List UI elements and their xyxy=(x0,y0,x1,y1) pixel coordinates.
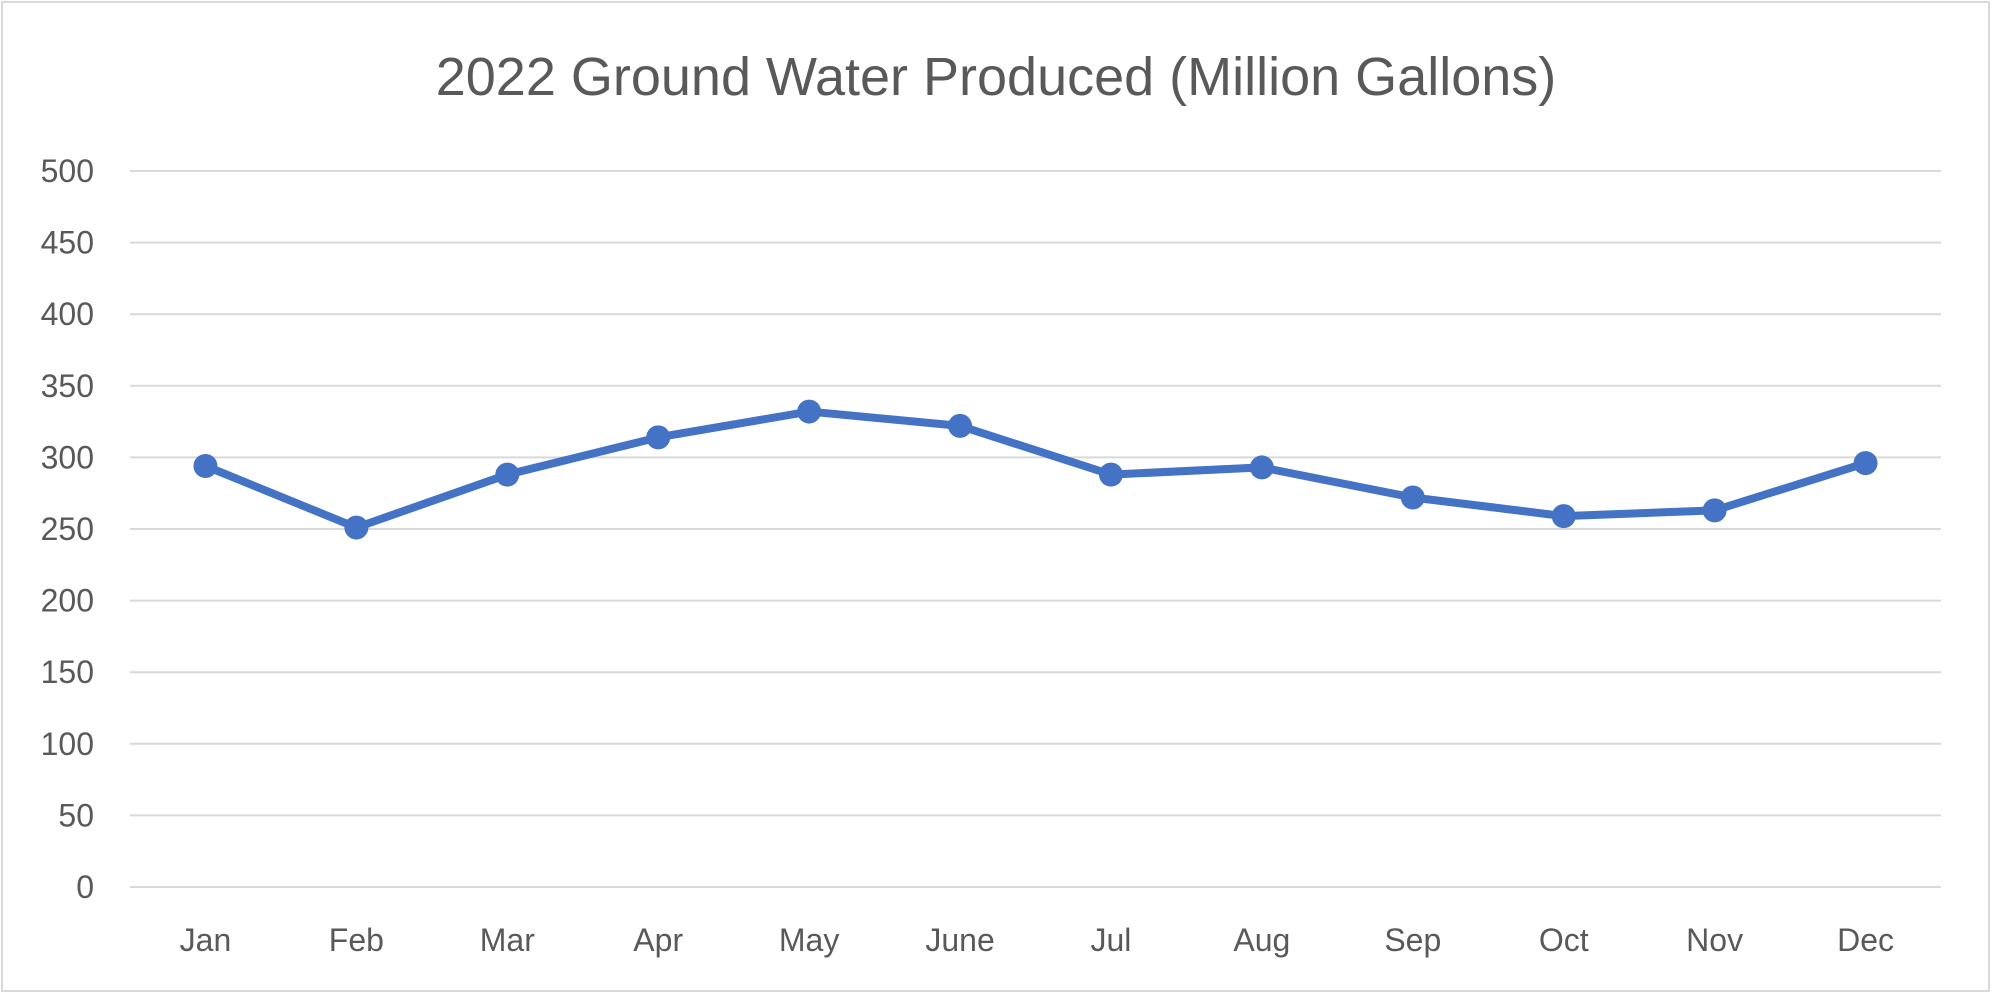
y-tick-label: 350 xyxy=(41,368,94,404)
chart-title: 2022 Ground Water Produced (Million Gall… xyxy=(436,47,1557,107)
x-tick-label: Apr xyxy=(633,922,683,958)
data-point-nov xyxy=(1702,498,1727,523)
data-point-jan xyxy=(193,453,218,478)
y-tick-label: 300 xyxy=(41,439,94,475)
x-tick-label: Dec xyxy=(1837,922,1894,958)
x-tick-label: Feb xyxy=(329,922,384,958)
y-tick-label: 0 xyxy=(76,869,94,905)
y-tick-label: 400 xyxy=(41,296,94,332)
x-tick-label: Nov xyxy=(1686,922,1743,958)
data-point-apr xyxy=(646,425,671,450)
x-tick-label: Sep xyxy=(1384,922,1441,958)
y-tick-label: 100 xyxy=(41,726,94,762)
data-point-oct xyxy=(1551,504,1576,529)
data-point-mar xyxy=(495,462,520,487)
y-tick-label: 200 xyxy=(41,583,94,619)
x-tick-label: Jul xyxy=(1091,922,1132,958)
x-tick-label: Aug xyxy=(1233,922,1290,958)
y-tick-label: 450 xyxy=(41,225,94,261)
data-point-dec xyxy=(1853,451,1878,476)
data-point-june xyxy=(948,413,973,438)
x-axis-ticks: Jan Feb Mar Apr May June Jul Aug Sep Oct Nov Dec xyxy=(180,922,1894,958)
y-tick-label: 250 xyxy=(41,511,94,547)
x-tick-label: Jan xyxy=(180,922,232,958)
data-point-sep xyxy=(1400,485,1425,510)
data-point-jul xyxy=(1098,462,1123,487)
series-group xyxy=(193,399,1878,540)
gridlines xyxy=(130,170,1941,888)
x-tick-label: Oct xyxy=(1539,922,1589,958)
y-tick-label: 150 xyxy=(41,654,94,690)
x-tick-label: June xyxy=(925,922,994,958)
data-point-may xyxy=(797,399,822,424)
x-tick-label: Mar xyxy=(480,922,535,958)
y-axis-ticks: 0 50 100 150 200 250 300 350 400 450 500 xyxy=(41,153,94,905)
y-tick-label: 50 xyxy=(58,797,94,833)
data-point-feb xyxy=(344,515,369,540)
x-tick-label: May xyxy=(779,922,839,958)
data-point-aug xyxy=(1249,455,1274,480)
series-line xyxy=(201,407,1870,532)
y-tick-label: 500 xyxy=(41,153,94,189)
